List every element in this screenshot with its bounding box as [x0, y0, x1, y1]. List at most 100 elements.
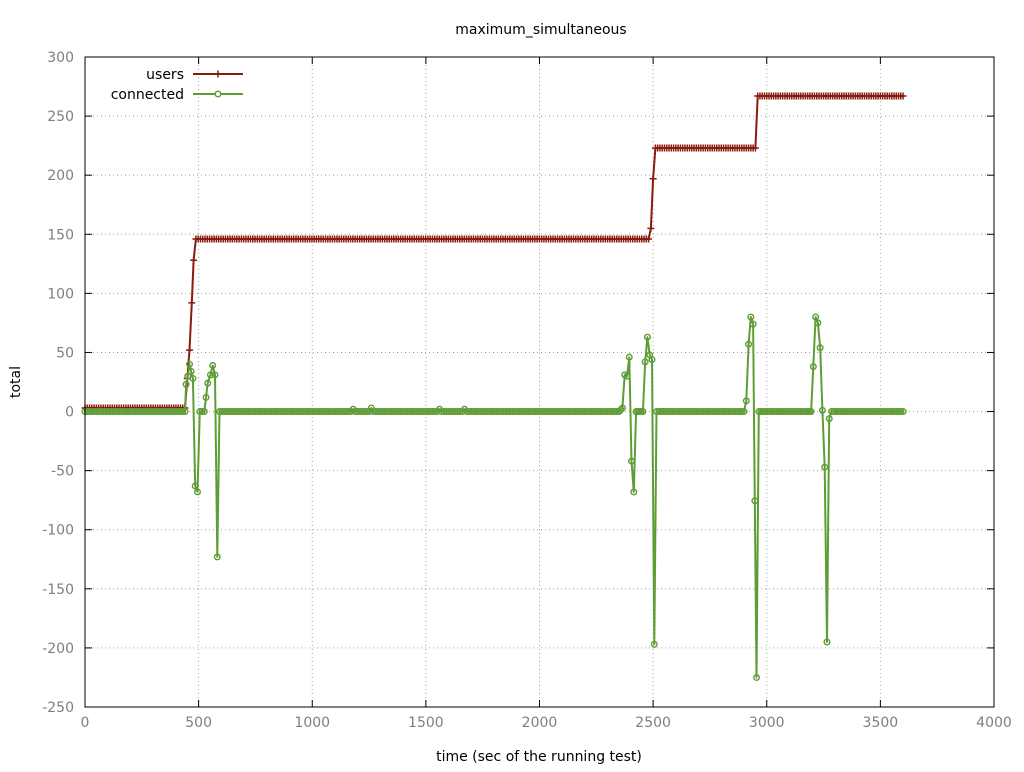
point-connected	[542, 408, 550, 416]
point-connected	[797, 408, 805, 416]
point-connected	[240, 408, 248, 416]
point-connected	[570, 408, 578, 416]
chart-title: maximum_simultaneous	[455, 22, 626, 38]
point-connected	[618, 404, 626, 412]
point-connected	[599, 408, 607, 416]
x-tick-label: 2500	[635, 715, 671, 731]
point-connected	[677, 408, 685, 416]
point-connected	[759, 408, 767, 416]
point-connected	[277, 408, 285, 416]
point-connected	[850, 408, 858, 416]
series-connected	[81, 313, 907, 681]
point-connected	[351, 408, 359, 416]
y-tick-label: -250	[42, 700, 74, 716]
point-connected	[608, 408, 616, 416]
point-connected	[250, 408, 258, 416]
point-connected	[888, 408, 896, 416]
point-connected	[890, 408, 898, 416]
point-connected	[304, 408, 312, 416]
x-tick-label: 2000	[522, 715, 558, 731]
point-connected	[420, 408, 428, 416]
point-connected	[592, 408, 600, 416]
point-connected	[154, 408, 162, 416]
point-connected	[295, 408, 303, 416]
point-connected	[659, 408, 667, 416]
point-users	[645, 235, 653, 243]
point-connected	[142, 408, 150, 416]
point-connected	[486, 408, 494, 416]
point-connected	[895, 408, 903, 416]
point-connected	[313, 408, 321, 416]
point-connected	[256, 408, 264, 416]
point-connected	[149, 408, 157, 416]
point-connected	[834, 408, 842, 416]
point-connected	[104, 408, 112, 416]
y-tick-label: 200	[47, 168, 74, 184]
point-connected	[679, 408, 687, 416]
point-connected	[163, 408, 171, 416]
point-connected	[836, 408, 844, 416]
x-tick-label: 1000	[294, 715, 330, 731]
point-connected	[793, 408, 801, 416]
point-connected	[868, 408, 876, 416]
point-connected	[145, 408, 153, 416]
point-connected	[151, 408, 159, 416]
point-connected	[572, 408, 580, 416]
point-connected	[738, 408, 746, 416]
point-connected	[657, 408, 665, 416]
point-connected	[641, 358, 649, 366]
point-connected	[83, 408, 91, 416]
point-connected	[648, 356, 656, 364]
point-connected	[126, 408, 134, 416]
point-connected	[381, 408, 389, 416]
point-connected	[90, 408, 98, 416]
point-connected	[200, 408, 208, 416]
point-connected	[715, 408, 723, 416]
point-connected	[167, 408, 175, 416]
point-connected	[174, 408, 182, 416]
point-connected	[809, 363, 817, 371]
point-connected	[841, 408, 849, 416]
point-connected	[229, 408, 237, 416]
point-connected	[445, 408, 453, 416]
point-connected	[807, 408, 815, 416]
point-connected	[579, 408, 587, 416]
point-connected	[753, 673, 761, 681]
point-connected	[522, 408, 530, 416]
point-connected	[606, 408, 614, 416]
point-connected	[86, 408, 94, 416]
point-connected	[424, 408, 432, 416]
point-connected	[731, 408, 739, 416]
point-connected	[604, 408, 612, 416]
point-connected	[204, 379, 212, 387]
point-connected	[488, 408, 496, 416]
point-connected	[779, 408, 787, 416]
point-connected	[263, 408, 271, 416]
point-connected	[816, 344, 824, 352]
point-connected	[511, 408, 519, 416]
point-connected	[97, 408, 105, 416]
series-layer	[81, 92, 907, 681]
point-connected	[395, 408, 403, 416]
legend: users connected	[111, 67, 243, 103]
point-connected	[529, 408, 537, 416]
point-connected	[191, 482, 199, 490]
point-connected	[702, 408, 710, 416]
point-connected	[138, 408, 146, 416]
point-connected	[563, 408, 571, 416]
point-connected	[830, 408, 838, 416]
y-tick-label: 100	[47, 286, 74, 302]
point-connected	[449, 408, 457, 416]
point-connected	[220, 408, 228, 416]
point-connected	[821, 463, 829, 471]
point-users	[751, 144, 759, 152]
point-connected	[558, 408, 566, 416]
legend-marker	[214, 70, 222, 78]
point-connected	[288, 408, 296, 416]
point-connected	[322, 408, 330, 416]
y-tick-label: 50	[56, 345, 74, 361]
point-connected	[388, 408, 396, 416]
point-connected	[413, 408, 421, 416]
point-connected	[623, 372, 631, 380]
point-connected	[508, 408, 516, 416]
